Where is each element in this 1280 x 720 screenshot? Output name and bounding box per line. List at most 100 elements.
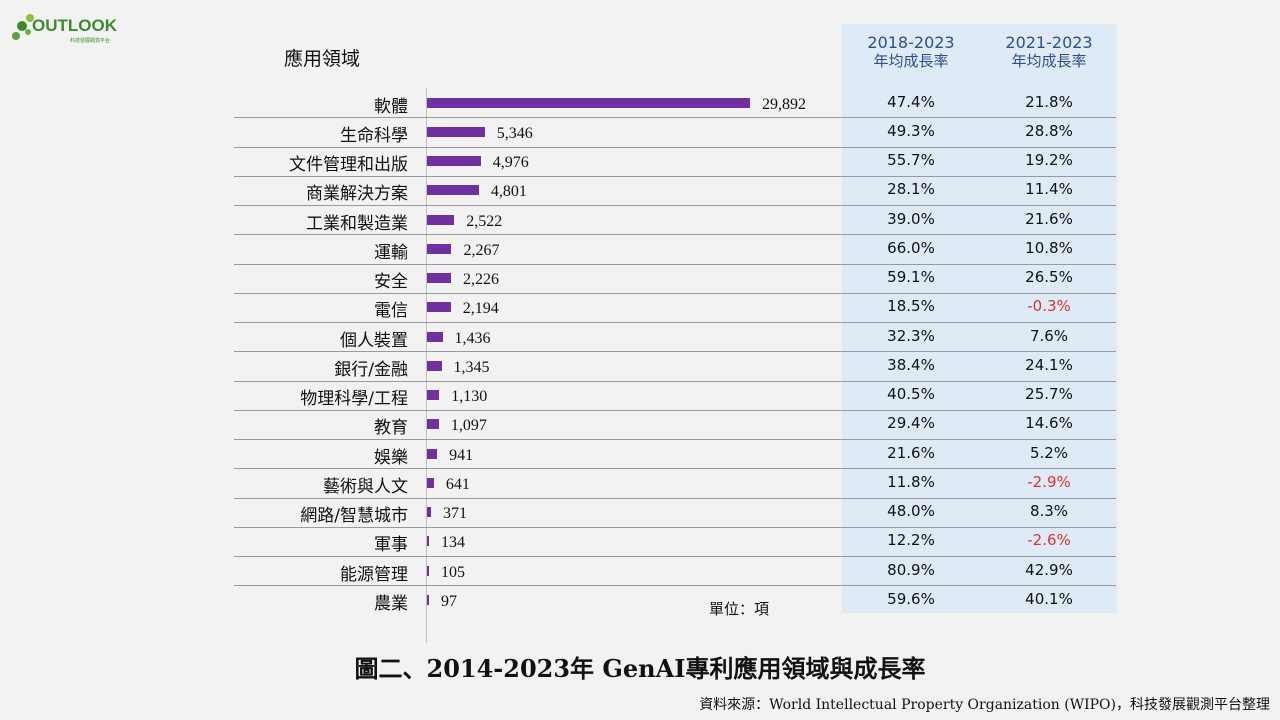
rate-2018-2023-cell: 32.3%	[887, 326, 935, 345]
row-separator	[234, 322, 1116, 323]
rate-2021-2023-cell: 42.9%	[1025, 560, 1073, 579]
rate-2018-2023-cell: 47.4%	[887, 92, 935, 111]
row-separator	[234, 292, 1116, 294]
row-separator	[234, 351, 1116, 353]
rate-2018-2023-label: 年均成長率	[873, 52, 949, 70]
bar-value-label: 2,267	[463, 241, 500, 259]
rate-2018-2023-cell: 21.6%	[887, 443, 935, 462]
category-label: 軟體	[374, 96, 408, 117]
bar-value-label: 1,345	[453, 358, 490, 376]
row-separator	[234, 526, 1116, 528]
rate-2018-2023-cell: 80.9%	[887, 560, 935, 579]
bar	[427, 390, 440, 401]
bar-value-label: 29,892	[762, 95, 806, 113]
rate-2018-2023-cell: 38.4%	[887, 355, 935, 374]
bar	[427, 477, 434, 488]
row-separator	[234, 380, 1116, 382]
bar	[427, 243, 452, 254]
row-separator	[234, 263, 1116, 265]
logo-text: OUTLOOK	[32, 16, 117, 35]
bar-value-label: 5,346	[496, 124, 533, 142]
rate-2021-2023-cell: -2.6%	[1027, 531, 1071, 550]
unit-label: 單位：項	[709, 600, 770, 618]
category-label: 工業和製造業	[306, 213, 408, 234]
rate-2021-2023-cell: 19.2%	[1025, 151, 1073, 170]
bar	[427, 536, 429, 547]
category-label: 藝術與人文	[323, 476, 408, 497]
rate-2021-2023-cell: 25.7%	[1025, 385, 1073, 404]
bar	[427, 594, 429, 605]
row-separator	[234, 146, 1116, 148]
bar-value-label: 105	[441, 563, 465, 581]
bar	[427, 156, 481, 167]
bar-value-label: 2,522	[466, 212, 503, 230]
rate-2021-2023-cell: 21.8%	[1025, 92, 1073, 111]
bar	[427, 273, 452, 284]
figure-title: 圖二、2014-2023年 GenAI專利應用領域與成長率	[354, 654, 926, 683]
bar	[427, 214, 455, 225]
category-label: 安全	[374, 272, 408, 293]
rate-2021-2023-cell: 10.8%	[1025, 238, 1073, 257]
category-label: 教育	[374, 418, 408, 439]
row-separator	[234, 468, 1116, 470]
row-separator	[234, 205, 1116, 206]
bar	[427, 185, 479, 196]
rate-2018-2023-cell: 59.6%	[887, 589, 935, 608]
rate-2018-2023-cell: 55.7%	[887, 151, 935, 170]
rate-2018-2023-cell: 18.5%	[887, 297, 935, 316]
category-label: 能源管理	[340, 564, 408, 585]
rate-2021-2023-cell: 11.4%	[1025, 180, 1073, 199]
category-label: 農業	[374, 593, 408, 614]
bar-value-label: 4,801	[490, 183, 527, 201]
category-label: 網路/智慧城市	[300, 506, 408, 527]
rate-2021-2023-cell: 40.1%	[1025, 589, 1073, 608]
growth-rate-panel: 2018-2023 年均成長率 2021-2023 年均成長率	[842, 24, 1117, 613]
row-separator	[234, 175, 1116, 177]
bar-value-label: 97	[441, 592, 457, 610]
rate-2018-2023-cell: 66.0%	[887, 238, 935, 257]
rate-2021-2023-cell: 14.6%	[1025, 414, 1073, 433]
rate-2021-2023-cell: 5.2%	[1029, 443, 1069, 462]
logo-subtext: 科技發展觀測平台	[70, 38, 111, 44]
rate-2021-2023-cell: -2.9%	[1027, 472, 1071, 491]
logo-dots-icon	[12, 14, 34, 40]
bar-value-label: 2,194	[462, 300, 499, 318]
category-label: 商業解決方案	[306, 184, 408, 205]
row-separator	[234, 117, 1116, 119]
bar	[427, 126, 485, 137]
bar	[427, 360, 442, 371]
bar-value-label: 941	[449, 446, 474, 464]
category-label: 文件管理和出版	[289, 155, 408, 176]
category-label: 物理科學/工程	[300, 389, 408, 410]
bar-value-label: 134	[441, 534, 465, 552]
rate-2021-2023-label: 年均成長率	[1011, 52, 1087, 70]
bar	[427, 565, 429, 576]
bar-value-label: 371	[443, 505, 467, 523]
rate-2018-2023-cell: 39.0%	[887, 209, 935, 228]
rate-2021-2023-cell: 21.6%	[1025, 209, 1073, 228]
rate-2021-2023-cell: 8.3%	[1029, 502, 1069, 521]
category-label: 銀行/金融	[334, 359, 408, 380]
bar	[427, 331, 443, 342]
bar-value-label: 1,436	[454, 329, 491, 347]
rate-2018-2023-cell: 29.4%	[887, 414, 935, 433]
bar	[427, 419, 439, 430]
rate-2018-2023-years: 2018-2023	[867, 33, 955, 52]
rate-2018-2023-cell: 28.1%	[887, 180, 935, 199]
category-header: 應用領域	[284, 48, 361, 70]
row-separator	[234, 556, 1116, 557]
source-note: 資料來源：World Intellectual Property Organiz…	[699, 697, 1270, 713]
rate-2021-2023-cell: 26.5%	[1025, 268, 1073, 287]
row-separator	[234, 439, 1116, 440]
rate-2021-2023-cell: 24.1%	[1025, 355, 1073, 374]
rate-2021-2023-years: 2021-2023	[1005, 33, 1093, 52]
row-separator	[234, 234, 1116, 236]
category-label: 個人裝置	[340, 330, 408, 351]
rate-2021-2023-cell: -0.3%	[1027, 297, 1071, 316]
category-label: 電信	[374, 301, 408, 322]
category-label: 運輸	[374, 242, 408, 263]
category-label: 娛樂	[374, 447, 408, 468]
rate-2018-2023-cell: 48.0%	[887, 502, 935, 521]
rate-2018-2023-cell: 49.3%	[887, 121, 935, 140]
bar	[427, 507, 431, 518]
